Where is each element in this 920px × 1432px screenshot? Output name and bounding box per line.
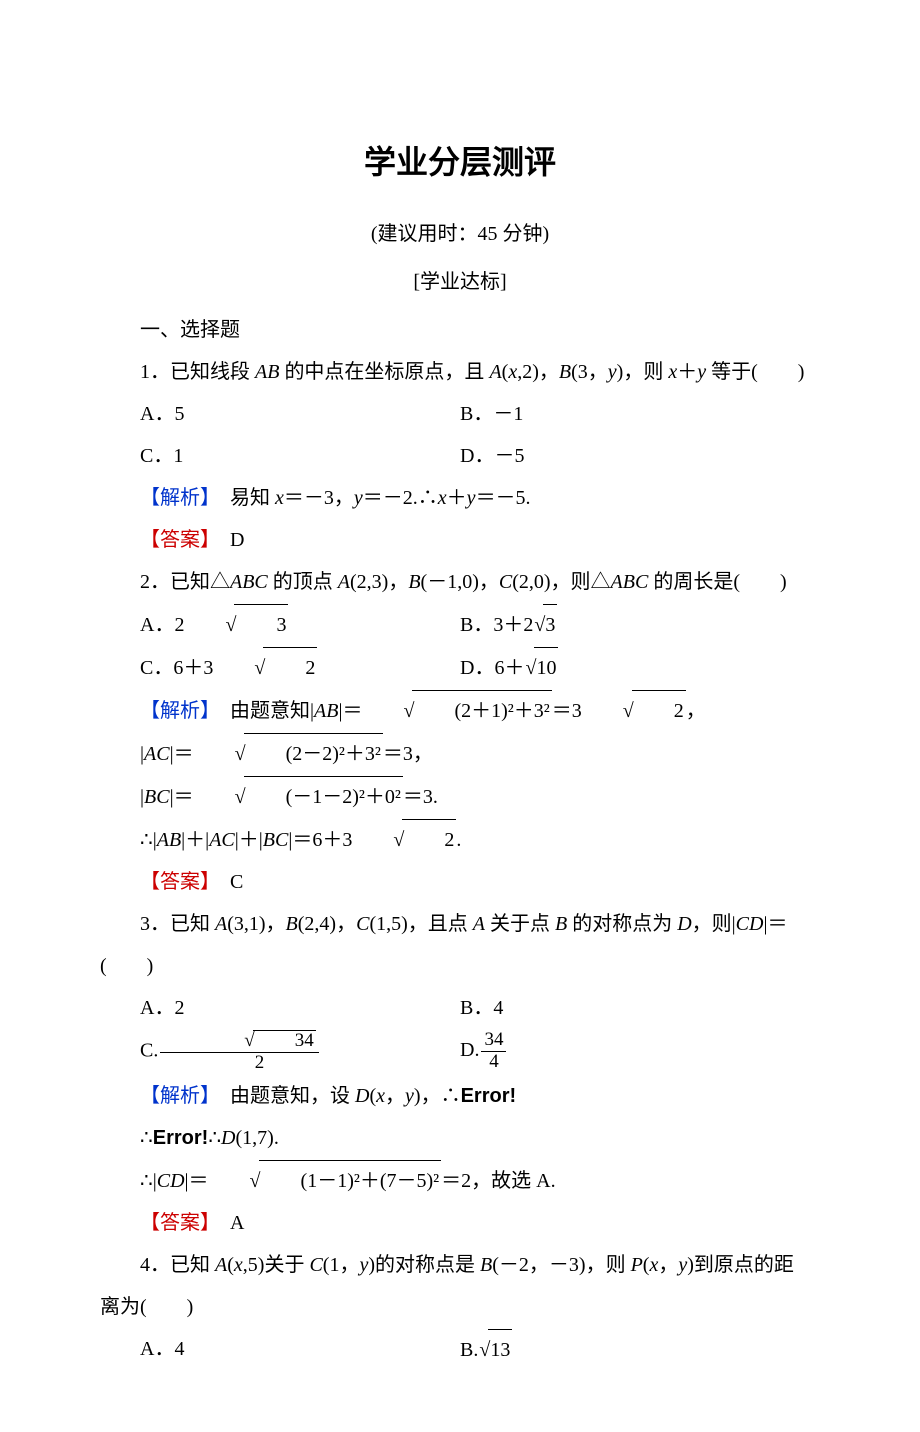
analysis-label: 【解析】 <box>140 1085 210 1107</box>
page-title: 学业分层测评 <box>100 130 820 194</box>
q3-answer-value: A <box>230 1212 244 1234</box>
q3-stem-hang: ( ) <box>100 946 820 986</box>
q3-opt-c: C.342 <box>100 1030 460 1074</box>
q3-analysis-l3: ∴|CD|＝(1－1)²＋(7－5)²＝2，故选 A. <box>100 1160 820 1201</box>
q1-opt-a: A．5 <box>100 394 460 434</box>
subtitle-duration: (建议用时：45 分钟) <box>100 214 820 254</box>
q1-options-cd: C．1 D．－5 <box>100 436 820 476</box>
q2-opt-d: D．6＋10 <box>460 647 820 688</box>
q2-options-ab: A．23 B．3＋23 <box>100 604 820 645</box>
q1-opt-b: B．－1 <box>460 394 820 434</box>
q3-answer: 【答案】 A <box>100 1203 820 1243</box>
q1-AB: AB <box>255 361 279 383</box>
q2-opt-a: A．23 <box>100 604 460 645</box>
answer-label: 【答案】 <box>140 871 210 893</box>
q1-stem-mid2: ，则 <box>623 361 668 383</box>
q1-answer-value: D <box>230 529 244 551</box>
q3-options-ab: A．2 B．4 <box>100 988 820 1028</box>
q1-answer: 【答案】 D <box>100 520 820 560</box>
q3-analysis-l2: ∴Error!∴D(1,7). <box>100 1118 820 1158</box>
q2-options-cd: C．6＋32 D．6＋10 <box>100 647 820 688</box>
q2-stem: 2．已知△ABC 的顶点 A(2,3)，B(－1,0)，C(2,0)，则△ABC… <box>100 562 820 602</box>
q1-options-ab: A．5 B．－1 <box>100 394 820 434</box>
q4-opt-a: A．4 <box>100 1329 460 1370</box>
q3-options-cd: C.342 D.344 <box>100 1030 820 1074</box>
q2-analysis-l3: |BC|＝(－1－2)²＋0²＝3. <box>100 776 820 817</box>
error-text: Error! <box>153 1127 209 1149</box>
q1-stem-end: 等于( ) <box>706 361 804 383</box>
q3-opt-b: B．4 <box>460 988 820 1028</box>
section-1-label: 一、选择题 <box>100 310 820 350</box>
q1-B: B <box>559 361 571 383</box>
q3-opt-d: D.344 <box>460 1030 820 1074</box>
q1-A: A <box>489 361 501 383</box>
q4-stem: 4．已知 A(x,5)关于 C(1，y)的对称点是 B(－2，－3)，则 P(x… <box>100 1245 820 1285</box>
analysis-label: 【解析】 <box>140 487 210 509</box>
q3-stem: 3．已知 A(3,1)，B(2,4)，C(1,5)，且点 A 关于点 B 的对称… <box>100 904 820 944</box>
q1-opt-c: C．1 <box>100 436 460 476</box>
q4-stem-hang: 离为( ) <box>100 1287 820 1327</box>
section-header: [学业达标] <box>100 262 820 302</box>
q2-analysis-l2: |AC|＝(2－2)²＋3²＝3， <box>100 733 820 774</box>
q1-stem-mid1: 的中点在坐标原点，且 <box>279 361 489 383</box>
q2-answer-value: C <box>230 871 243 893</box>
q3-opt-a: A．2 <box>100 988 460 1028</box>
q2-analysis-l4: ∴|AB|＋|AC|＋|BC|＝6＋32. <box>100 819 820 860</box>
q1-analysis: 【解析】 易知 x＝－3，y＝－2.∴x＋y＝－5. <box>100 478 820 518</box>
q2-opt-b: B．3＋23 <box>460 604 820 645</box>
q1-stem: 1．已知线段 AB 的中点在坐标原点，且 A(x,2)，B(3，y)，则 x＋y… <box>100 352 820 392</box>
q2-analysis-l1: 【解析】 由题意知|AB|＝(2＋1)²＋3²＝32， <box>100 690 820 731</box>
answer-label: 【答案】 <box>140 529 210 551</box>
q3-analysis-l1: 【解析】 由题意知，设 D(x，y)，∴Error! <box>100 1076 820 1116</box>
q4-opt-b: B.13 <box>460 1329 820 1370</box>
q4-options-ab: A．4 B.13 <box>100 1329 820 1370</box>
q2-opt-c: C．6＋32 <box>100 647 460 688</box>
answer-label: 【答案】 <box>140 1212 210 1234</box>
q1-opt-d: D．－5 <box>460 436 820 476</box>
analysis-label: 【解析】 <box>140 700 210 722</box>
error-text: Error! <box>461 1085 517 1107</box>
q1-stem-text: 1．已知线段 <box>140 361 255 383</box>
q2-answer: 【答案】 C <box>100 862 820 902</box>
